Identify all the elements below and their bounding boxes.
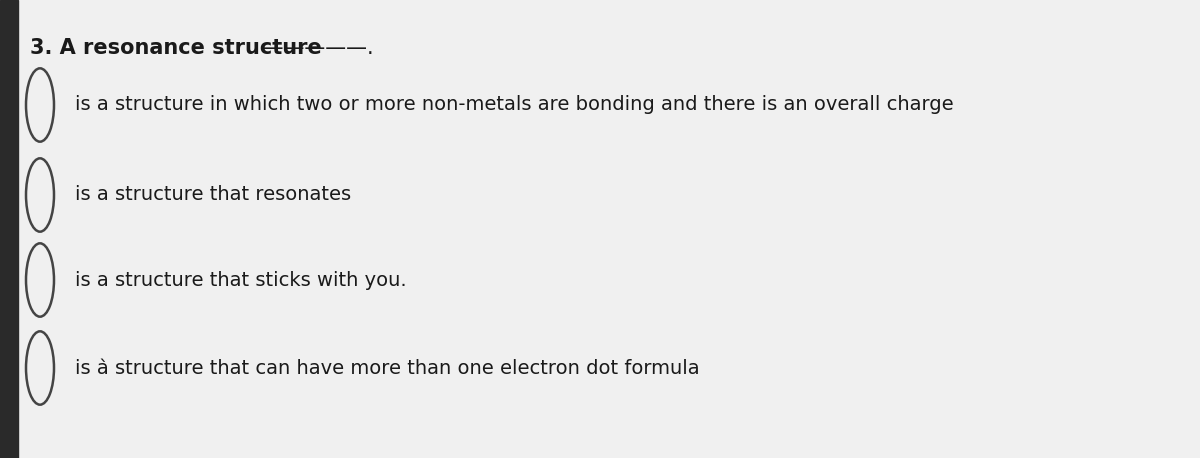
- Text: is a structure that sticks with you.: is a structure that sticks with you.: [74, 271, 407, 289]
- Text: is a structure that resonates: is a structure that resonates: [74, 185, 352, 205]
- Text: 3. A resonance structure: 3. A resonance structure: [30, 38, 322, 58]
- Text: is à structure that can have more than one electron dot formula: is à structure that can have more than …: [74, 359, 700, 377]
- Bar: [0, 0, 18, 458]
- Text: —————.: —————.: [256, 38, 373, 58]
- Text: is a structure in which two or more non-metals are bonding and there is an overa: is a structure in which two or more non-…: [74, 96, 954, 114]
